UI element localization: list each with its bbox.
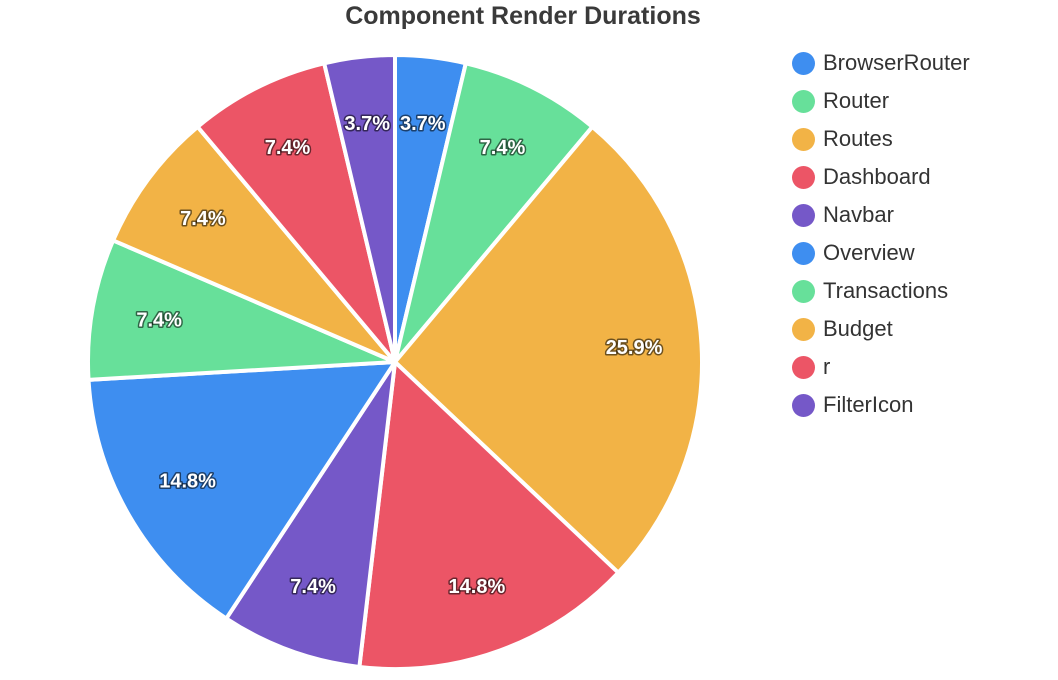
legend-item-transactions[interactable]: Transactions — [792, 272, 970, 310]
legend-label: Routes — [823, 126, 893, 151]
slice-percent-label-transactions: 7.4% — [136, 309, 182, 331]
pie-slice-filtericon[interactable] — [322, 53, 397, 364]
legend-label: r — [823, 354, 831, 379]
slice-percent-label-filtericon: 3.7% — [344, 113, 390, 135]
pie-slice-navbar[interactable] — [224, 360, 397, 669]
legend-swatch — [792, 241, 815, 265]
legend-label: Overview — [823, 240, 915, 265]
pie-slice-routes[interactable] — [393, 124, 704, 575]
legend-swatch — [792, 355, 815, 379]
legend-swatch — [792, 165, 815, 189]
legend-item-budget[interactable]: Budget — [792, 310, 970, 348]
legend-swatch — [792, 127, 815, 151]
legend-item-browserrouter[interactable]: BrowserRouter — [792, 44, 970, 82]
slice-percent-label-r: 7.4% — [265, 137, 311, 159]
slice-percent-label-browserrouter: 3.7% — [400, 113, 446, 135]
slice-percent-label-router: 7.4% — [480, 137, 526, 159]
slice-percent-label-routes: 25.9% — [606, 337, 663, 359]
legend-item-routes[interactable]: Routes — [792, 120, 970, 158]
slice-percent-label-budget: 7.4% — [180, 208, 226, 230]
legend-swatch — [792, 89, 815, 113]
legend-item-overview[interactable]: Overview — [792, 234, 970, 272]
legend-swatch — [792, 203, 815, 227]
slice-percent-label-dashboard: 14.8% — [449, 576, 506, 598]
pie-chart: 3.7% 7.4% 25.9% 14.8% 7.4% 14.8% 7.4% 7.4% 7.4% 3… — [86, 53, 704, 671]
legend-label: FilterIcon — [823, 392, 914, 417]
legend-label: BrowserRouter — [823, 50, 970, 75]
legend-item-dashboard[interactable]: Dashboard — [792, 158, 970, 196]
legend-label: Transactions — [823, 278, 949, 303]
legend-label: Router — [823, 88, 890, 113]
legend-item-navbar[interactable]: Navbar — [792, 196, 970, 234]
legend-label: Navbar — [823, 202, 894, 227]
legend-swatch — [792, 317, 815, 341]
legend-label: Budget — [823, 316, 893, 341]
legend-swatch — [792, 393, 815, 417]
pie-slice-r[interactable] — [195, 61, 397, 364]
pie-slice-overview[interactable] — [86, 360, 397, 621]
pie-slice-budget[interactable] — [111, 124, 397, 364]
legend-swatch — [792, 51, 815, 75]
slice-percent-label-navbar: 7.4% — [290, 576, 336, 598]
legend-label: Dashboard — [823, 164, 931, 189]
slice-percent-label-overview: 14.8% — [159, 471, 216, 493]
legend-item-r[interactable]: r — [792, 348, 970, 386]
legend-swatch — [792, 279, 815, 303]
pie-slice-router[interactable] — [393, 61, 595, 364]
legend-item-router[interactable]: Router — [792, 82, 970, 120]
pie-slice-transactions[interactable] — [86, 238, 397, 382]
legend: BrowserRouter Router Routes Dashboard Navbar… — [792, 44, 970, 424]
chart-title: Component Render Durations — [345, 2, 701, 30]
legend-item-filtericon[interactable]: FilterIcon — [792, 386, 970, 424]
pie-slice-dashboard[interactable] — [357, 360, 621, 671]
